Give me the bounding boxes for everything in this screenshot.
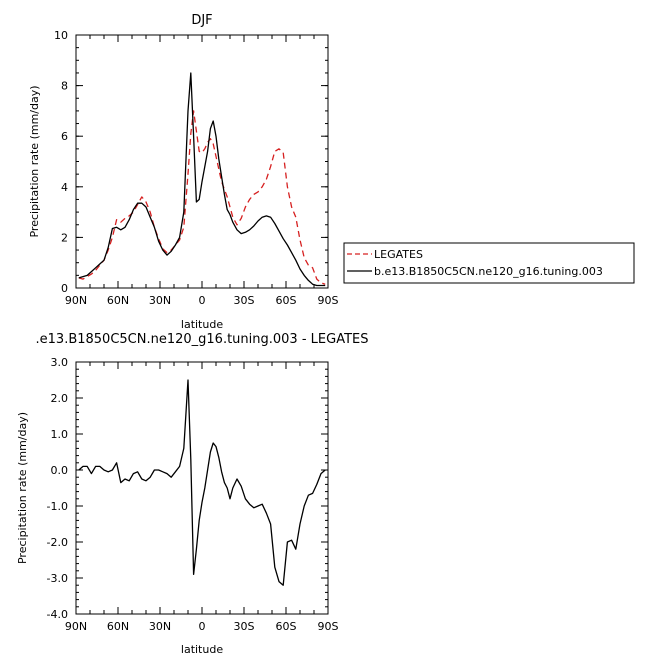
y-tick-label: -3.0	[47, 572, 68, 585]
y-tick-label: -4.0	[47, 608, 68, 621]
series-line-2	[78, 72, 326, 287]
legend: LEGATES b.e13.B1850C5CN.ne120_g16.tuning.…	[343, 242, 635, 284]
x-tick-label: 90N	[65, 620, 87, 633]
x-tick-label: 90S	[318, 294, 339, 307]
chart-title: .e13.B1850C5CN.ne120_g16.tuning.003 - LE…	[36, 332, 369, 347]
x-tick-label: 60N	[107, 620, 129, 633]
y-tick-label: 2	[61, 231, 68, 244]
y-tick-label: 3.0	[51, 356, 69, 369]
chart-panel-2: .e13.B1850C5CN.ne120_g16.tuning.003 - LE…	[16, 332, 368, 656]
x-tick-label: 60S	[276, 620, 297, 633]
series-line-1	[78, 379, 326, 586]
y-tick-label: 0.0	[51, 464, 69, 477]
x-tick-label: 60S	[276, 294, 297, 307]
x-tick-label: 30N	[149, 620, 171, 633]
chart-panel-1: DJF 90N 60N 30N 0 30S 60S 90S 0 2 4 6 8 10 latitude Pre…	[28, 13, 635, 331]
plot-frame	[75, 361, 329, 615]
y-axis-label: Precipitation rate (mm/day)	[28, 85, 41, 237]
legend-label: b.e13.B1850C5CN.ne120_g16.tuning.003	[374, 265, 603, 278]
chart-title: DJF	[191, 13, 212, 28]
legend-label: LEGATES	[374, 248, 423, 261]
x-tick-label: 90N	[65, 294, 87, 307]
x-tick-label: 0	[199, 294, 206, 307]
y-tick-label: 4	[61, 181, 68, 194]
series-line-1	[78, 110, 326, 285]
y-tick-label: 6	[61, 130, 68, 143]
y-tick-label: 8	[61, 80, 68, 93]
y-tick-label: 10	[54, 29, 68, 42]
y-tick-label: 0	[61, 282, 68, 295]
y-tick-label: -2.0	[47, 536, 68, 549]
x-tick-label: 30N	[149, 294, 171, 307]
x-tick-label: 30S	[234, 620, 255, 633]
x-tick-label: 0	[199, 620, 206, 633]
legend-box	[343, 242, 635, 284]
y-tick-label: -1.0	[47, 500, 68, 513]
x-axis-label: latitude	[181, 318, 223, 331]
y-tick-label: 2.0	[51, 392, 69, 405]
x-tick-label: 60N	[107, 294, 129, 307]
x-tick-label: 90S	[318, 620, 339, 633]
x-axis-label: latitude	[181, 643, 223, 656]
y-tick-label: 1.0	[51, 428, 69, 441]
x-tick-label: 30S	[234, 294, 255, 307]
y-axis-label: Precipitation rate (mm/day)	[16, 412, 29, 564]
